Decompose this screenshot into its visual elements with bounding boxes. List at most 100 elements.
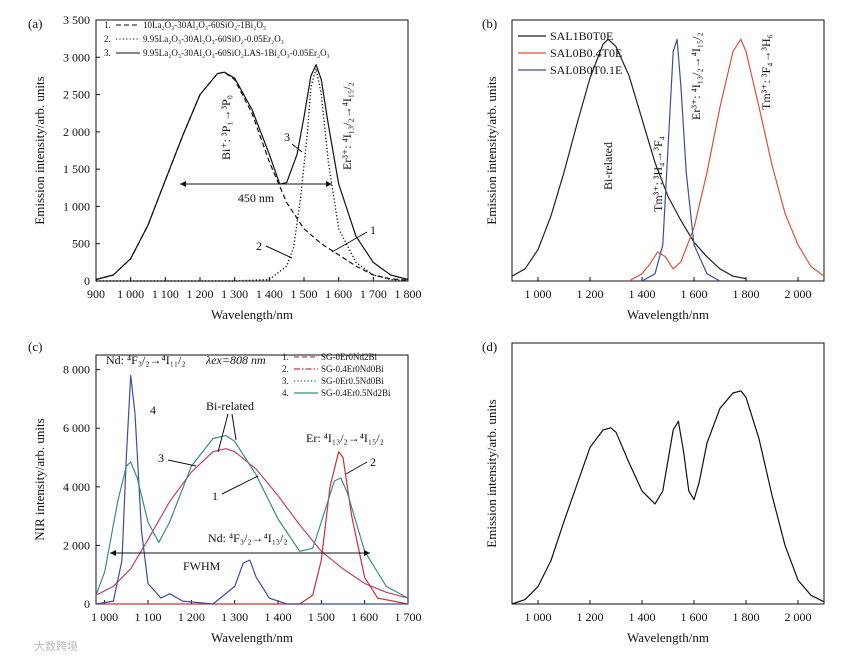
legend-label: SG-0.4Er0.5Nd2Bi bbox=[321, 388, 391, 398]
bi-arrows bbox=[217, 413, 237, 453]
y-axis-label: Emission intensity/arb. units bbox=[32, 76, 47, 224]
y-tick-label: 0 bbox=[84, 597, 90, 611]
curve-label-2: 2 bbox=[370, 455, 376, 469]
bi-annotation: Bi-related bbox=[206, 399, 254, 413]
legend-number: 2. bbox=[282, 364, 289, 374]
y-tick-label: 0 bbox=[84, 274, 90, 288]
legend-number: 3. bbox=[282, 376, 289, 386]
x-tick-label: 1 400 bbox=[629, 610, 656, 624]
series-line-1 bbox=[628, 38, 825, 282]
x-tick-label: 1 400 bbox=[265, 610, 292, 624]
legend-number: 4. bbox=[282, 388, 289, 398]
x-tick-label: 1 000 bbox=[91, 610, 118, 624]
y-axis-label: Emission intensity/arb. units bbox=[484, 76, 499, 224]
nd-annotation: Nd: ⁴F₃/₂→⁴I₁₁/₂ bbox=[106, 353, 186, 367]
curve-label-1: 1 bbox=[212, 489, 218, 503]
x-tick-label: 1 800 bbox=[733, 610, 760, 624]
leader-line bbox=[345, 461, 368, 475]
y-tick-label: 4 000 bbox=[63, 480, 90, 494]
panel-0: 900 1 000 1 100 1 200 1 300 1 400 1 500 1 600 1 … bbox=[28, 13, 422, 322]
y-tick-label: 1 000 bbox=[63, 199, 90, 213]
panel-label: (a) bbox=[28, 16, 42, 31]
bi-annotation: Bi⁺: ³P₁→³P₀ bbox=[219, 95, 233, 160]
x-tick-label: 1 400 bbox=[629, 287, 656, 301]
leader-line bbox=[265, 245, 293, 259]
y-tick-label: 1 500 bbox=[63, 162, 90, 176]
curve-label-3: 3 bbox=[284, 130, 290, 144]
tm-annotation: Tm³⁺: ³H₄→³F₄ bbox=[651, 136, 665, 212]
series-line-0 bbox=[511, 38, 747, 280]
series-line-1 bbox=[96, 451, 409, 605]
y-tick-label: 2 000 bbox=[63, 538, 90, 552]
y-tick-label: 500 bbox=[72, 237, 90, 251]
legend-label: 10La₂O₃-30Al₂O₃-60SiO₂-1Bi₂O₃ bbox=[143, 20, 266, 30]
legend-number: 3. bbox=[104, 48, 111, 58]
x-tick-label: 900 bbox=[87, 287, 105, 301]
y-tick-label: 3 500 bbox=[63, 13, 90, 27]
x-axis-label: Wavelength/nm bbox=[211, 307, 293, 322]
legend-label: 9.95La₂O₃-30Al₂O₃-60SiO₂LAS-1Bi₂O₃-0.05E… bbox=[143, 48, 330, 58]
plot-frame bbox=[95, 19, 409, 282]
x-tick-label: 1 200 bbox=[178, 610, 205, 624]
x-tick-label: 1 000 bbox=[117, 287, 144, 301]
y-tick-label: 3 000 bbox=[63, 50, 90, 64]
x-tick-label: 1 800 bbox=[395, 287, 422, 301]
x-tick-label: 1 000 bbox=[525, 287, 552, 301]
panel-3: 1 000 1 200 1 400 1 600 1 800 2 000 Wavelength… bbox=[482, 339, 825, 645]
series-line-2 bbox=[95, 64, 409, 281]
y-tick-label: 6 000 bbox=[63, 421, 90, 435]
tm-annotation: Tm³⁺: ³F₄→³H₆ bbox=[759, 34, 773, 110]
x-tick-label: 1 700 bbox=[395, 610, 422, 624]
x-tick-label: 2 000 bbox=[785, 610, 812, 624]
panel-label: (c) bbox=[28, 339, 42, 354]
series-line-2 bbox=[95, 374, 408, 605]
fwhm-label: FWHM bbox=[183, 559, 221, 573]
y-tick-label: 2 000 bbox=[63, 125, 90, 139]
legend-label: SG-0Er0.5Nd0Bi bbox=[321, 376, 384, 386]
legend-label: SG-0Er0Nd2Bi bbox=[321, 352, 377, 362]
curve-label-3: 3 bbox=[158, 451, 164, 465]
x-tick-label: 1 700 bbox=[360, 287, 387, 301]
panel-1: 1 000 1 200 1 400 1 600 1 800 2 000 Wavelength… bbox=[482, 16, 825, 322]
y-axis-label: NIR intensity/arb. units bbox=[32, 418, 47, 540]
legend-label: 9.95La₂O₃-30Al₂O₃-60SiO₂-0.05Er₂O₃ bbox=[143, 34, 284, 44]
leader-line bbox=[291, 143, 303, 153]
plot-frame bbox=[511, 19, 825, 282]
x-tick-label: 2 000 bbox=[785, 287, 812, 301]
series-line-1 bbox=[96, 67, 409, 282]
x-axis-label: Wavelength/nm bbox=[627, 630, 709, 645]
curve-label-1: 1 bbox=[370, 223, 376, 237]
er-annotation: Er³⁺: ⁴I₁₃/₂→⁴I₁₅/₂ bbox=[689, 32, 703, 120]
panel-label: (d) bbox=[482, 339, 497, 354]
series-line-0 bbox=[95, 71, 409, 281]
nd2-annotation: Nd: ⁴F₃/₂→⁴I₁₃/₂ bbox=[208, 531, 288, 545]
panel-2: 1 000 1 100 1 200 1 300 1 400 1 500 1 600 1 700… bbox=[28, 339, 422, 645]
series-line-3 bbox=[95, 435, 409, 599]
legend-number: 1. bbox=[282, 352, 289, 362]
leader-line bbox=[331, 231, 368, 253]
er-annotation: Er³⁺: ⁴I₁₃/₂→⁴I₁₅/₂ bbox=[340, 82, 354, 170]
legend-label: SAL0B0T0.1E bbox=[550, 63, 622, 77]
watermark: 大数跨境 bbox=[34, 639, 78, 653]
bi-annotation: Bi-related bbox=[601, 142, 615, 190]
x-tick-label: 1 300 bbox=[221, 610, 248, 624]
series-line-2 bbox=[641, 38, 721, 282]
x-tick-label: 1 200 bbox=[187, 287, 214, 301]
x-tick-label: 1 600 bbox=[681, 287, 708, 301]
curve-label-4: 4 bbox=[150, 403, 156, 417]
series-line-0 bbox=[95, 448, 409, 599]
x-tick-label: 1 000 bbox=[525, 610, 552, 624]
x-tick-label: 1 200 bbox=[577, 287, 604, 301]
curve-label-2: 2 bbox=[256, 239, 262, 253]
x-tick-label: 1 100 bbox=[135, 610, 162, 624]
er-annotation: Er: ⁴I₁₃/₂→⁴I₁₅/₂ bbox=[306, 431, 384, 445]
legend-label: SG-0.4Er0Nd0Bi bbox=[321, 364, 384, 374]
x-tick-label: 1 600 bbox=[681, 610, 708, 624]
x-tick-label: 1 500 bbox=[291, 287, 318, 301]
leader-line bbox=[221, 475, 259, 495]
x-axis-label: Wavelength/nm bbox=[211, 630, 293, 645]
x-axis-label: Wavelength/nm bbox=[627, 307, 709, 322]
x-tick-label: 1 800 bbox=[733, 287, 760, 301]
x-tick-label: 1 600 bbox=[325, 287, 352, 301]
